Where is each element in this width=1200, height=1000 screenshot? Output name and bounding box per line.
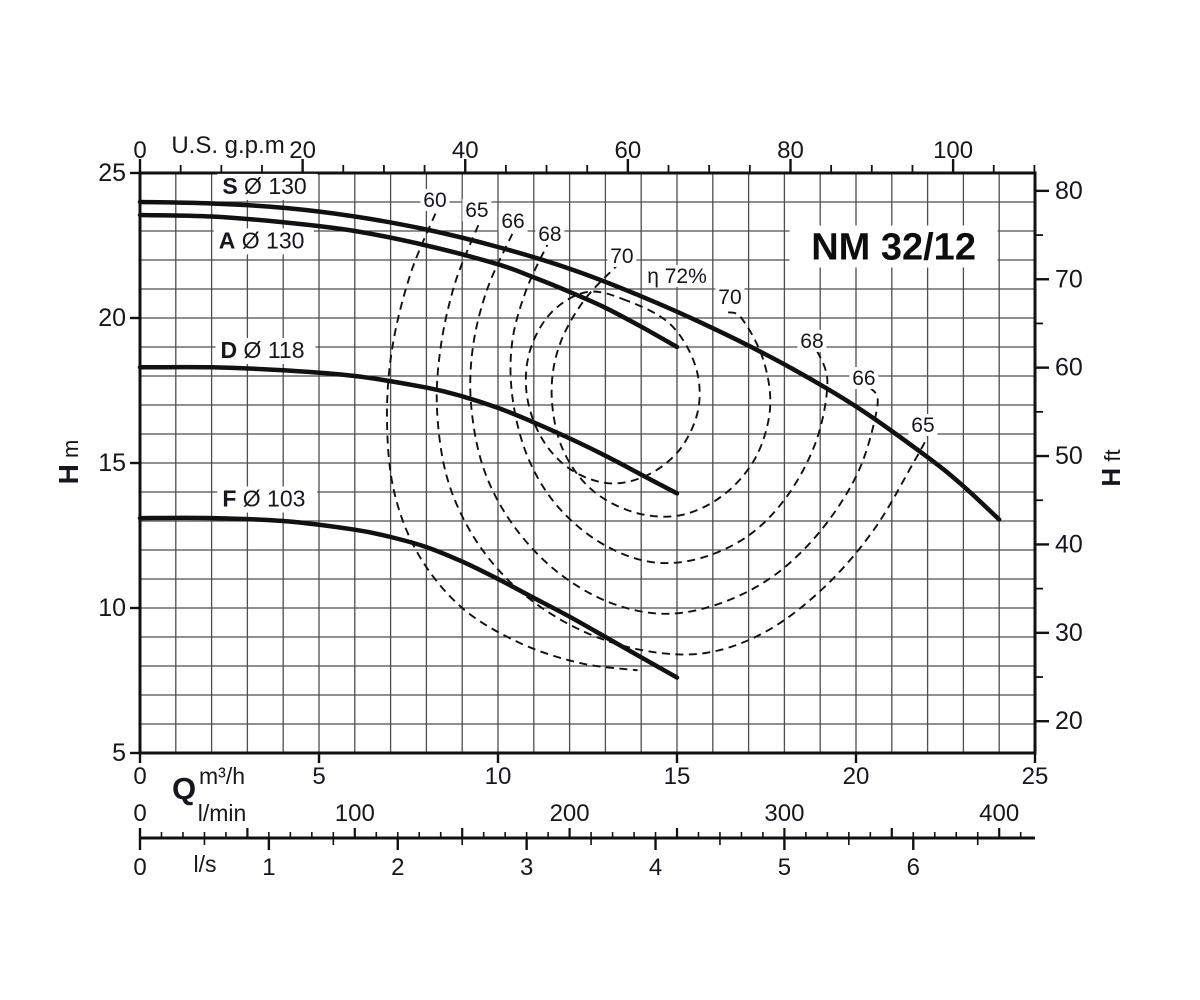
efficiency-label: 66 [852,367,875,390]
lmin-tick-label: 200 [550,800,590,827]
m3h-unit: m³/h [199,763,245,789]
gpm-tick-label: 80 [777,137,804,164]
efficiency-label: η 72% [647,265,707,288]
ls-tick-label: 0 [133,854,146,881]
gpm-tick-label: 20 [289,137,316,164]
flow-axis-label: Q [172,771,196,806]
curve-F [137,515,680,680]
gpm-tick-label: 0 [133,137,146,164]
efficiency-contour-72 [524,290,701,485]
hft-tick-label: 50 [1055,442,1083,470]
hft-tick-label: 40 [1055,530,1083,558]
ls-tick-label: 1 [262,854,275,881]
label-backdrop [213,228,314,255]
label-backdrop [498,210,528,233]
m3h-tick-label: 15 [664,763,691,790]
efficiency-label: 68 [800,330,823,353]
label-backdrop [420,188,450,211]
lmin-tick-label: 0 [133,800,146,827]
hft-tick-label: 30 [1055,619,1083,647]
efficiency-contour-70 [550,262,772,518]
curve-label-D: D Ø 118 [221,337,305,363]
efficiency-label: 60 [423,189,446,212]
label-backdrop [715,286,745,309]
chart-title: NM 32/12 [811,227,976,269]
m3h-tick-label: 20 [843,763,870,790]
efficiency-contour-60 [386,213,638,672]
gpm-tick-label: 60 [615,137,642,164]
efficiency-label: 65 [911,414,934,437]
label-backdrop [607,244,637,267]
top-axis-unit: U.S. g.p.m [171,132,284,159]
label-backdrop [217,486,318,513]
efficiency-label: 70 [718,286,741,309]
ls-tick-label: 3 [520,854,533,881]
hft-tick-label: 70 [1055,265,1083,293]
curve-label-F: F Ø 103 [222,486,305,512]
lmin-tick-label: 100 [335,800,375,827]
efficiency-label: 68 [538,223,561,246]
label-backdrop [908,414,938,437]
hft-tick-label: 20 [1055,707,1083,735]
efficiency-label: 65 [465,199,488,222]
m3h-tick-label: 0 [133,763,146,790]
label-backdrop [462,199,492,222]
ls-tick-label: 5 [778,854,791,881]
ls-tick-label: 6 [907,854,920,881]
lmin-tick-label: 300 [764,800,804,827]
efficiency-contour-66 [469,233,879,615]
hm-tick-label: 15 [98,449,126,477]
hm-tick-label: 10 [98,594,126,622]
gpm-tick-label: 100 [933,137,973,164]
curve-label-A: A Ø 130 [219,227,305,253]
right-axis-unit: H ft [1096,449,1126,486]
hft-tick-label: 60 [1055,354,1083,382]
label-backdrop [217,173,318,200]
label-backdrop [645,264,709,287]
hm-tick-label: 25 [98,159,126,187]
label-backdrop [797,329,827,352]
curve-S [137,199,1002,522]
efficiency-label: 70 [610,245,633,268]
ls-unit: l/s [194,851,217,877]
m3h-tick-label: 10 [485,763,512,790]
gpm-tick-label: 40 [452,137,479,164]
ls-tick-label: 2 [391,854,404,881]
hm-tick-label: 5 [112,739,126,767]
lmin-tick-label: 400 [979,800,1019,827]
efficiency-contour-65 [435,224,929,656]
label-backdrop [535,222,565,245]
curve-A [137,212,680,350]
curve-label-S: S Ø 130 [222,173,306,199]
hm-tick-label: 20 [98,304,126,332]
m3h-tick-label: 5 [312,763,325,790]
label-backdrop [789,225,998,268]
lmin-unit: l/min [198,800,247,826]
m3h-tick-label: 25 [1022,763,1049,790]
label-backdrop [849,367,879,390]
curve-D [137,364,680,496]
efficiency-label: 66 [501,210,524,233]
hft-tick-label: 80 [1055,177,1083,205]
label-backdrop [215,338,316,365]
ls-tick-label: 4 [649,854,662,881]
left-axis-unit: H m [53,440,84,485]
efficiency-contour-68 [509,239,829,565]
